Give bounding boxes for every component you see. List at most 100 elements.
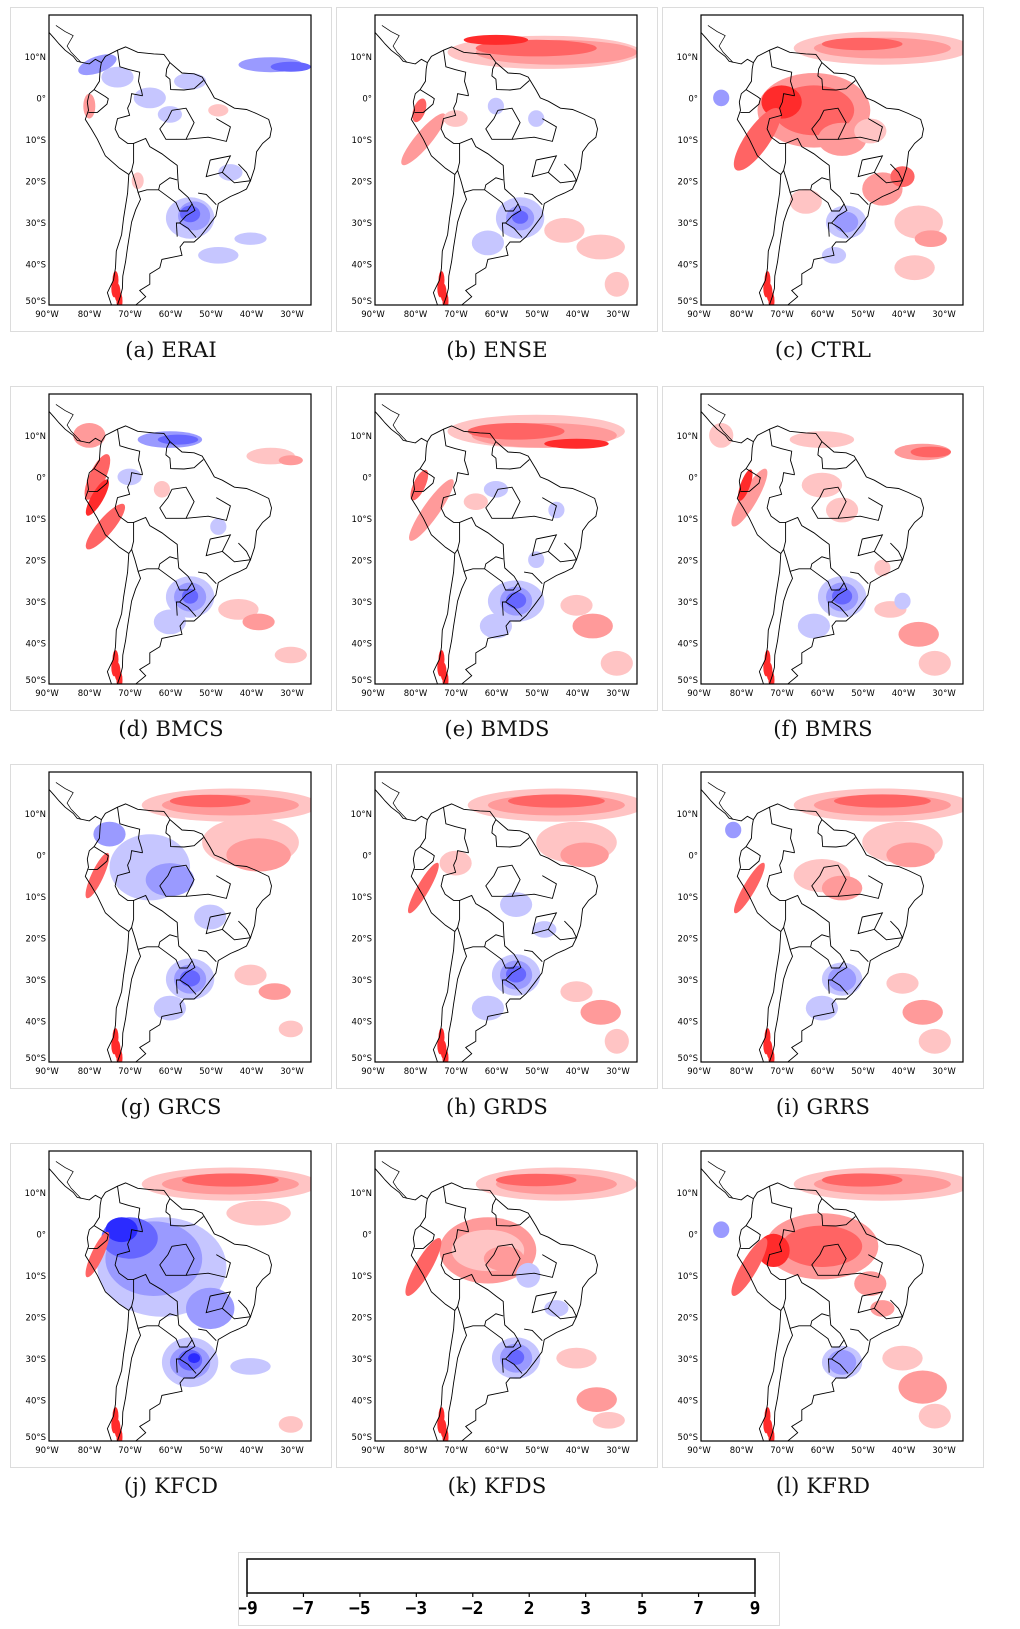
country-border xyxy=(769,807,795,853)
anomaly-region xyxy=(918,1028,951,1054)
anomaly-region xyxy=(188,1353,201,1364)
lat-tick-label: 10°N xyxy=(25,810,46,820)
anomaly-region xyxy=(789,431,855,448)
country-border xyxy=(128,1279,135,1311)
anomaly-region xyxy=(572,613,613,639)
colorbar-tick-label: −9 xyxy=(239,1598,258,1619)
lat-tick-label: 30°S xyxy=(352,598,372,608)
lon-tick-label: 60°W xyxy=(811,1446,835,1456)
country-border xyxy=(817,441,856,470)
coastline xyxy=(736,1182,924,1441)
anomaly-region xyxy=(410,469,429,501)
coastline xyxy=(49,789,102,822)
anomaly-region xyxy=(442,1427,449,1441)
lat-tick-label: 40°S xyxy=(352,1397,372,1407)
anomaly-region xyxy=(234,232,267,245)
country-border xyxy=(780,143,787,175)
map-frame xyxy=(700,1150,964,1442)
country-border xyxy=(88,846,109,870)
coastline xyxy=(410,425,598,684)
country-border xyxy=(780,522,787,554)
map-frame xyxy=(700,393,964,685)
lon-tick-label: 70°W xyxy=(770,1067,794,1077)
country-border xyxy=(817,819,856,848)
coastline xyxy=(49,32,102,65)
coastline xyxy=(55,1161,82,1199)
country-border xyxy=(165,1198,204,1227)
country-border xyxy=(817,1198,856,1227)
anomaly-region xyxy=(544,218,585,243)
anomaly-region xyxy=(437,1036,444,1055)
anomaly-region xyxy=(258,983,291,1000)
lon-tick-label: 30°W xyxy=(932,310,956,320)
lat-tick-label: 0° xyxy=(362,474,372,484)
lat-tick-label: 50°S xyxy=(26,1433,46,1443)
lon-tick-label: 60°W xyxy=(159,689,183,699)
map-frame xyxy=(374,1150,638,1442)
country-border xyxy=(440,472,523,617)
anomaly-region xyxy=(918,650,951,676)
colorbar-tick-label: −5 xyxy=(349,1598,371,1619)
anomaly-region xyxy=(116,1427,123,1441)
map-panel-kfds: 10°N 0° 10°S 20°S 30°S 40°S 50°S 90°W 80°W 70°W 60… xyxy=(336,1143,658,1468)
map-panel-bmrs: 10°N 0° 10°S 20°S 30°S 40°S 50°S 90°W 80°W 70°W 60… xyxy=(662,386,984,711)
lon-tick-label: 70°W xyxy=(118,310,142,320)
country-border xyxy=(827,979,832,994)
lat-tick-label: 40°S xyxy=(678,640,698,650)
map-graphic: 10°N 0° 10°S 20°S 30°S 40°S 50°S 90°W 80°W 70°W 60… xyxy=(677,771,964,1077)
lon-tick-label: 40°W xyxy=(240,689,264,699)
country-border xyxy=(485,864,521,897)
map-graphic: 10°N 0° 10°S 20°S 30°S 40°S 50°S 90°W 80°W 70°W 60… xyxy=(351,14,638,320)
country-border xyxy=(783,1306,830,1329)
lon-tick-label: 60°W xyxy=(485,310,509,320)
anomaly-region xyxy=(274,646,307,664)
country-border xyxy=(175,1358,180,1373)
lat-tick-label: 10°S xyxy=(678,136,698,146)
anomaly-region xyxy=(713,89,730,107)
anomaly-region xyxy=(116,1048,123,1062)
coastline xyxy=(375,789,428,822)
country-border xyxy=(491,441,530,470)
map-graphic: 10°N 0° 10°S 20°S 30°S 40°S 50°S 90°W 80°W 70°W 60… xyxy=(351,771,638,1077)
country-border xyxy=(116,571,141,684)
lon-tick-label: 90°W xyxy=(687,310,711,320)
country-border xyxy=(524,1328,543,1342)
lat-tick-label: 10°N xyxy=(351,432,372,442)
lat-tick-label: 20°S xyxy=(26,557,46,567)
lat-tick-label: 10°S xyxy=(678,515,698,525)
panel-caption: (d) BMCS xyxy=(118,717,224,741)
lat-tick-label: 30°S xyxy=(26,598,46,608)
lat-tick-label: 50°S xyxy=(678,1433,698,1443)
lat-tick-label: 20°S xyxy=(352,1314,372,1324)
country-border xyxy=(484,189,519,212)
anomaly-region xyxy=(500,892,533,917)
country-border xyxy=(485,1243,521,1276)
anomaly-region xyxy=(828,1349,857,1375)
lon-tick-label: 50°W xyxy=(851,1067,875,1077)
panel-caption: (a) ERAI xyxy=(125,338,217,362)
lat-tick-label: 10°S xyxy=(678,1272,698,1282)
country-border xyxy=(491,819,530,848)
anomaly-region xyxy=(495,1173,577,1187)
country-border xyxy=(198,1328,217,1342)
lon-tick-label: 30°W xyxy=(932,1446,956,1456)
lon-tick-label: 70°W xyxy=(118,689,142,699)
country-border xyxy=(165,819,204,848)
country-border xyxy=(740,468,761,492)
anomaly-region xyxy=(230,1358,271,1375)
lat-tick-label: 0° xyxy=(36,95,46,105)
lon-tick-label: 50°W xyxy=(851,1446,875,1456)
map-graphic: 10°N 0° 10°S 20°S 30°S 40°S 50°S 90°W 80°W 70°W 60… xyxy=(351,1150,638,1456)
lon-tick-label: 30°W xyxy=(606,1446,630,1456)
anomaly-region xyxy=(407,862,439,914)
anomaly-region xyxy=(763,658,770,677)
country-border xyxy=(116,949,141,1062)
lon-tick-label: 30°W xyxy=(280,310,304,320)
coastline xyxy=(701,32,754,65)
country-border xyxy=(175,979,180,994)
lon-tick-label: 40°W xyxy=(566,310,590,320)
anomaly-region xyxy=(169,794,251,808)
anomaly-region xyxy=(439,850,472,876)
country-border xyxy=(185,118,231,142)
map-graphic: 10°N 0° 10°S 20°S 30°S 40°S 50°S 90°W 80°W 70°W 60… xyxy=(677,1150,964,1456)
